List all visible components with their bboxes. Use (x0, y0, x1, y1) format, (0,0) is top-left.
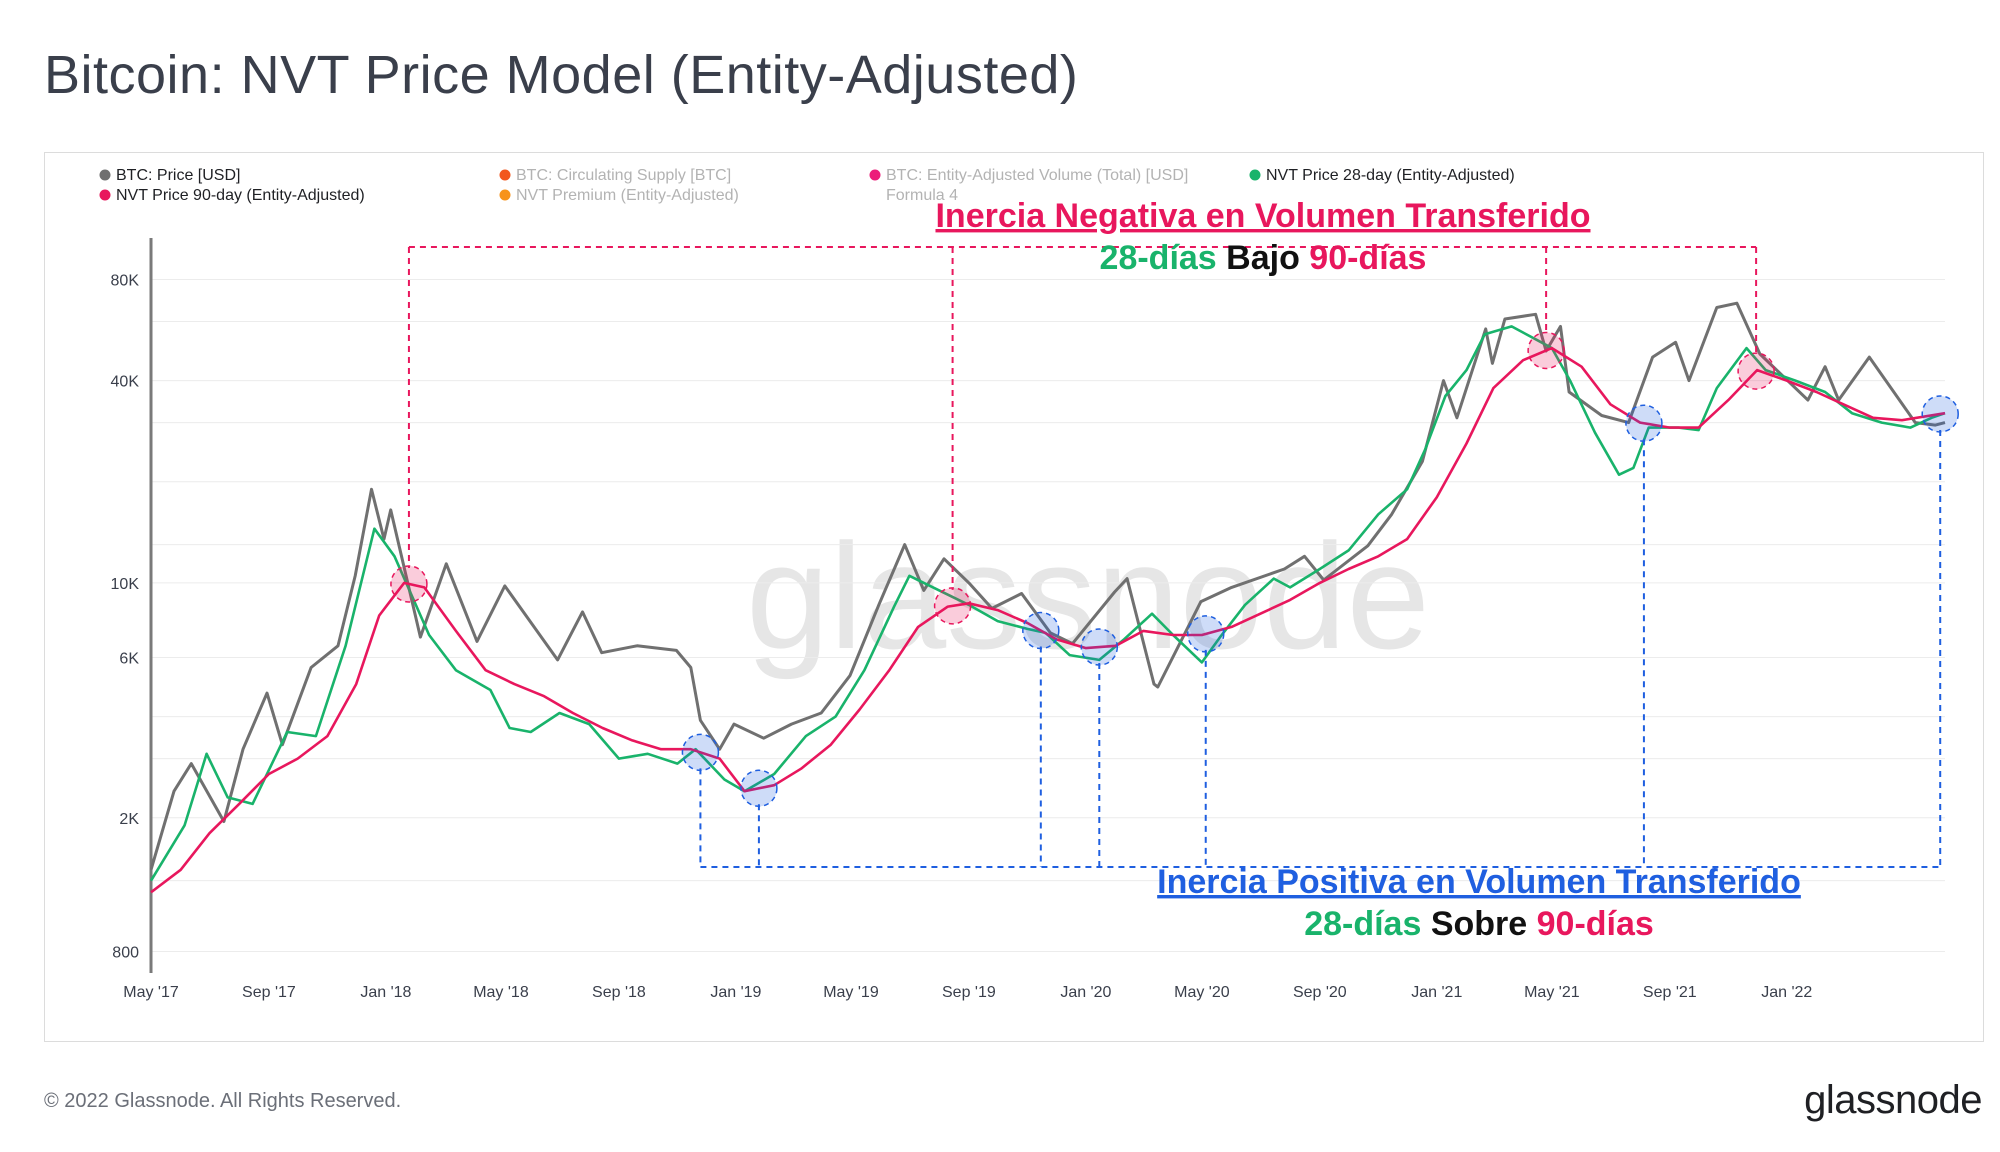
positive-crossover-marker (1921, 395, 1959, 433)
positive-annotation-subtitle: 28-días Sobre 90-días (1304, 905, 1654, 943)
negative-crossover-marker (933, 587, 972, 625)
chart-frame: glassnode 800 2K 6K 10K 40K 80K May '17 Sep '17 J… (44, 152, 1984, 1042)
positive-crossover-marker (1625, 404, 1663, 442)
legend-item: BTC: Entity-Adjusted Volume (Total) [USD… (869, 167, 1188, 204)
y-tick-label: 2K (119, 811, 139, 828)
y-tick-label: 6K (119, 650, 139, 667)
x-tick-label: Jan '19 (710, 984, 761, 1001)
series-line-nvt28 (149, 325, 1946, 882)
legend-marker (499, 189, 511, 201)
y-tick-label: 800 (112, 945, 139, 962)
legend-label: NVT Premium (Entity-Adjusted) (516, 187, 739, 204)
legend-item: NVT Premium (Entity-Adjusted) (499, 187, 739, 204)
x-tick-label: May '21 (1524, 984, 1580, 1001)
x-tick-label: Jan '22 (1761, 984, 1812, 1001)
page-title: Bitcoin: NVT Price Model (Entity-Adjuste… (44, 45, 1079, 105)
legend-marker (99, 169, 111, 181)
y-tick-label: 80K (111, 272, 140, 289)
x-tick-label: Sep '19 (942, 984, 996, 1001)
negative-crossover-marker (1737, 352, 1775, 390)
negative-annotation-title: Inercia Negativa en Volumen Transferido (935, 197, 1590, 235)
positive-annotation-word: 90-días (1527, 905, 1654, 943)
positive-annotation-word: 28-días (1304, 905, 1421, 943)
y-tick-label: 10K (111, 576, 140, 593)
legend-label: BTC: Entity-Adjusted Volume (Total) [USD… (886, 167, 1188, 184)
negative-annotation-subtitle: 28-días Bajo 90-días (1100, 239, 1427, 277)
positive-crossover-marker (1080, 628, 1119, 666)
x-tick-label: Jan '18 (360, 984, 411, 1001)
x-tick-label: Sep '18 (592, 984, 646, 1001)
legend-marker (1249, 169, 1261, 181)
legend-marker (869, 169, 881, 181)
x-tick-label: Sep '21 (1643, 984, 1697, 1001)
series-line-price (149, 301, 1946, 871)
series-line-nvt90 (150, 346, 1946, 894)
glassnode-logo: glassnode (1804, 1078, 1982, 1122)
legend-label: BTC: Price [USD] (116, 167, 240, 184)
positive-crossover-marker (1022, 611, 1060, 650)
positive-annotation-title: Inercia Positiva en Volumen Transferido (1157, 863, 1801, 901)
x-tick-label: May '19 (823, 984, 879, 1001)
legend-marker (99, 189, 111, 201)
positive-crossover-marker (740, 769, 778, 808)
negative-annotation-word: 90-días (1300, 239, 1427, 277)
legend-item: BTC: Circulating Supply [BTC] (499, 167, 731, 184)
x-tick-label: May '20 (1174, 984, 1230, 1001)
negative-annotation-word: Bajo (1217, 239, 1300, 277)
legend-label: NVT Price 28-day (Entity-Adjusted) (1266, 167, 1515, 184)
legend-label: BTC: Circulating Supply [BTC] (516, 167, 731, 184)
legend-item: NVT Price 28-day (Entity-Adjusted) (1249, 167, 1515, 184)
negative-annotation-word: 28-días (1100, 239, 1217, 277)
positive-crossover-marker (681, 733, 720, 772)
x-tick-label: May '18 (473, 984, 529, 1001)
copyright-text: © 2022 Glassnode. All Rights Reserved. (44, 1090, 402, 1112)
legend-marker (499, 169, 511, 181)
legend-item: BTC: Price [USD] (99, 167, 240, 184)
y-tick-label: 40K (111, 374, 140, 391)
negative-crossover-marker (390, 565, 428, 603)
legend-label: NVT Price 90-day (Entity-Adjusted) (116, 187, 365, 204)
x-tick-label: Sep '17 (242, 984, 296, 1001)
negative-crossover-marker (1527, 331, 1565, 370)
legend-sublabel: Formula 4 (886, 187, 958, 204)
positive-annotation-word: Sobre (1421, 905, 1527, 943)
x-tick-label: May '17 (123, 984, 179, 1001)
positive-crossover-marker (1186, 615, 1225, 653)
x-tick-label: Jan '20 (1060, 984, 1111, 1001)
x-tick-label: Sep '20 (1293, 984, 1347, 1001)
x-tick-label: Jan '21 (1411, 984, 1462, 1001)
legend-item: NVT Price 90-day (Entity-Adjusted) (99, 187, 365, 204)
